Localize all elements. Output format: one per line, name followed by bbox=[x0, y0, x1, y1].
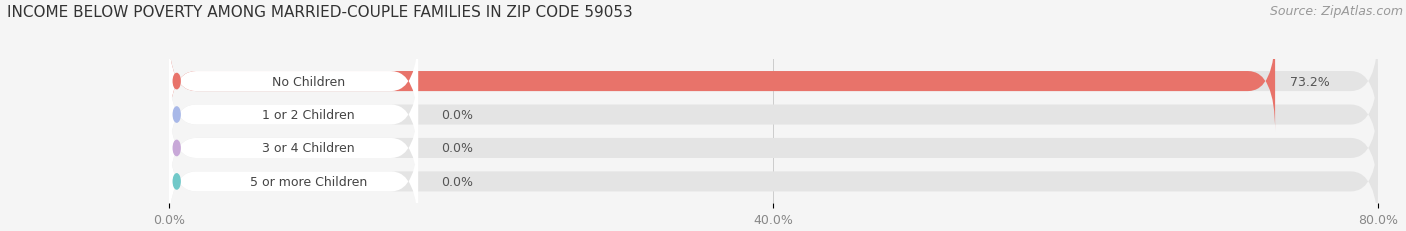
Text: Source: ZipAtlas.com: Source: ZipAtlas.com bbox=[1270, 5, 1403, 18]
FancyBboxPatch shape bbox=[169, 32, 1275, 132]
Text: No Children: No Children bbox=[271, 75, 344, 88]
FancyBboxPatch shape bbox=[169, 65, 418, 165]
FancyBboxPatch shape bbox=[169, 32, 418, 132]
Text: 3 or 4 Children: 3 or 4 Children bbox=[262, 142, 354, 155]
Circle shape bbox=[173, 141, 180, 156]
FancyBboxPatch shape bbox=[169, 65, 1378, 165]
FancyBboxPatch shape bbox=[169, 98, 418, 198]
Text: 1 or 2 Children: 1 or 2 Children bbox=[262, 109, 354, 122]
Text: 73.2%: 73.2% bbox=[1291, 75, 1330, 88]
Circle shape bbox=[173, 107, 180, 123]
Text: 0.0%: 0.0% bbox=[441, 109, 472, 122]
Circle shape bbox=[173, 174, 180, 189]
Text: 0.0%: 0.0% bbox=[441, 142, 472, 155]
FancyBboxPatch shape bbox=[169, 32, 1378, 132]
FancyBboxPatch shape bbox=[169, 132, 418, 231]
FancyBboxPatch shape bbox=[169, 132, 1378, 231]
FancyBboxPatch shape bbox=[169, 98, 1378, 198]
Text: 0.0%: 0.0% bbox=[441, 175, 472, 188]
Text: INCOME BELOW POVERTY AMONG MARRIED-COUPLE FAMILIES IN ZIP CODE 59053: INCOME BELOW POVERTY AMONG MARRIED-COUPL… bbox=[7, 5, 633, 20]
Text: 5 or more Children: 5 or more Children bbox=[250, 175, 367, 188]
Circle shape bbox=[173, 74, 180, 89]
